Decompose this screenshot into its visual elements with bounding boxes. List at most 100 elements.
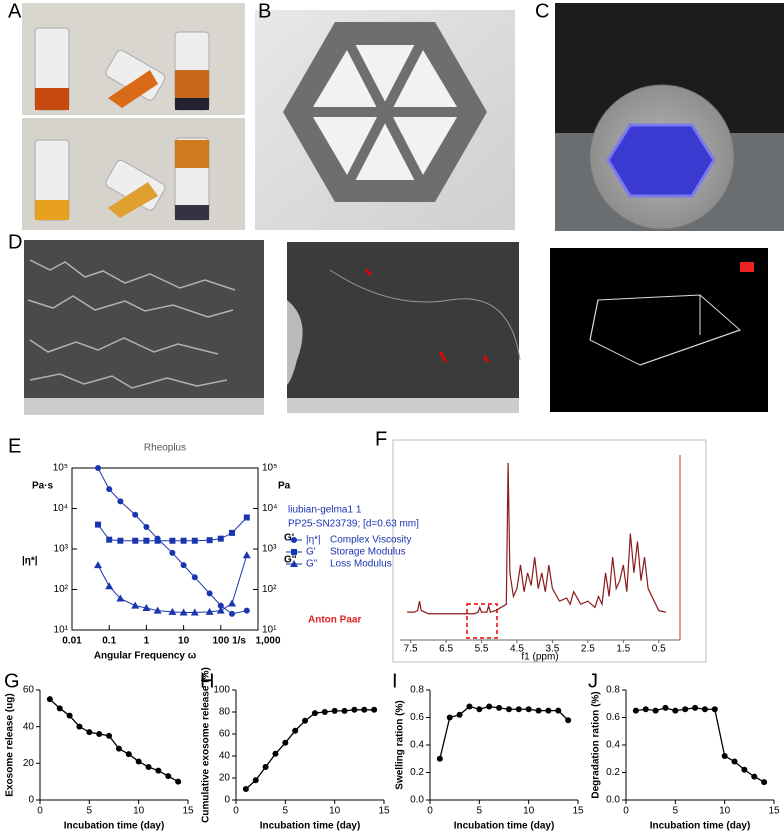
y-tick-label: 10⁵ — [53, 463, 68, 474]
point — [341, 707, 348, 714]
marker — [290, 560, 298, 567]
y2-tick-label: 10¹ — [262, 625, 277, 636]
y-tick-label: 0.2 — [606, 767, 620, 778]
x-tick-label: 0.1 — [102, 636, 116, 647]
point — [476, 706, 483, 713]
point — [711, 706, 718, 713]
panel-label: I — [392, 670, 398, 692]
point — [66, 712, 73, 719]
point — [751, 773, 758, 780]
y-tick-label: 20 — [23, 758, 35, 769]
y2-tick-label: 10⁴ — [262, 503, 277, 514]
x-tick-label: 4.5 — [510, 644, 524, 655]
x-tick-label: 5 — [283, 806, 289, 817]
marker — [154, 537, 161, 544]
x-tick-label: 5 — [477, 806, 483, 817]
x-tick-label: 10 — [523, 806, 535, 817]
y-tick-label: 0.6 — [410, 712, 424, 723]
point — [321, 709, 328, 715]
point — [371, 706, 378, 713]
point — [555, 707, 562, 714]
point — [535, 707, 542, 714]
spectrum-frame — [392, 439, 707, 663]
panel-label: C — [535, 0, 549, 22]
marker — [216, 606, 225, 614]
panel-label: E — [8, 435, 21, 457]
y-tick-label: 10² — [54, 584, 69, 595]
marker — [217, 602, 224, 609]
point — [311, 710, 318, 717]
panel-label: H — [200, 670, 214, 692]
marker — [169, 537, 176, 544]
marker — [143, 537, 150, 544]
y-tick-label: 0.0 — [410, 795, 424, 806]
marker — [243, 607, 250, 614]
x-tick-label: 0 — [427, 806, 433, 817]
point — [165, 773, 172, 780]
point — [135, 758, 142, 765]
point — [351, 706, 358, 713]
point — [731, 758, 738, 765]
point — [46, 696, 53, 703]
point — [642, 706, 649, 713]
point — [632, 707, 639, 714]
x-tick-label: 15 — [768, 806, 780, 817]
marker — [190, 608, 199, 616]
highlight-box — [466, 603, 498, 639]
x-axis-label: Angular Frequency ω — [94, 651, 197, 662]
series-line — [97, 555, 248, 614]
y2-axis-label: G' — [284, 533, 294, 544]
legend-title: PP25-SN23739; [d=0.63 mm] — [288, 519, 419, 530]
marker — [243, 514, 250, 521]
brand: Anton Paar — [308, 615, 361, 626]
y-tick-label: 0.0 — [606, 795, 620, 806]
point — [436, 755, 443, 762]
y2-tick-label: 10⁵ — [262, 463, 277, 474]
point — [486, 703, 493, 710]
marker — [228, 610, 235, 617]
point — [302, 717, 309, 724]
y-axis-label: Exosome release (ug) — [5, 693, 16, 796]
y-tick-label: 40 — [219, 751, 231, 762]
x-tick-label: 1,000 — [255, 636, 280, 647]
marker — [217, 535, 224, 542]
point — [672, 707, 679, 714]
x-tick-label: 2.5 — [581, 644, 595, 655]
hexagon-model — [255, 10, 515, 230]
marker — [142, 603, 151, 611]
x-tick-label: 0 — [37, 806, 43, 817]
series-line — [97, 517, 248, 542]
panel-label: D — [8, 231, 22, 253]
y-tick-label: 10¹ — [54, 625, 69, 636]
marker — [95, 521, 102, 528]
x-tick-label: 5 — [673, 806, 679, 817]
marker — [116, 594, 125, 602]
y-tick-label: 60 — [23, 685, 35, 696]
legend-label: Storage Modulus — [330, 547, 406, 558]
panel-label: B — [258, 0, 271, 22]
marker — [169, 549, 176, 556]
point — [272, 750, 279, 757]
x-tick-label: 10 — [178, 636, 190, 647]
y-tick-label: 10⁴ — [53, 503, 68, 514]
y-tick-label: 0.6 — [606, 712, 620, 723]
point — [252, 777, 259, 784]
point — [456, 711, 463, 718]
y-tick-label: 40 — [23, 721, 35, 732]
x-tick-label: 0.5 — [652, 644, 666, 655]
x-axis-label: Incubation time (day) — [454, 821, 555, 832]
point — [565, 717, 572, 724]
mold-photo — [555, 3, 784, 231]
x-tick-label: 5.5 — [475, 644, 489, 655]
y-tick-label: 80 — [219, 707, 231, 718]
point — [282, 739, 289, 746]
marker — [117, 498, 124, 505]
point — [446, 714, 453, 721]
point — [721, 753, 728, 759]
x-tick-label: 0.01 — [62, 636, 82, 647]
marker — [206, 537, 213, 544]
y-unit: Pa·s — [32, 481, 54, 492]
point — [155, 767, 162, 774]
x-axis-label: f1 (ppm) — [521, 652, 558, 663]
